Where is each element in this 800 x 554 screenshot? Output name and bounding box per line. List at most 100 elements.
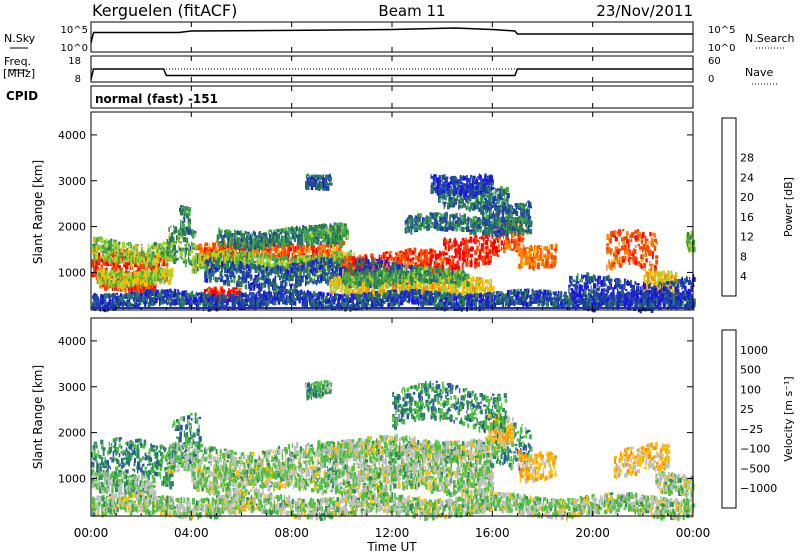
heatmap-cell bbox=[118, 280, 122, 283]
heatmap-cell bbox=[491, 243, 496, 250]
heatmap-cell bbox=[126, 248, 129, 254]
freq-tick-bottom: 8 bbox=[75, 74, 81, 85]
heatmap-cell bbox=[92, 247, 94, 251]
heatmap-cell bbox=[296, 228, 298, 231]
heatmap-cell bbox=[228, 268, 232, 274]
heatmap-cell bbox=[482, 259, 486, 263]
heatmap-cell bbox=[153, 257, 156, 260]
heatmap-cell bbox=[217, 277, 221, 280]
heatmap-cell bbox=[345, 237, 347, 240]
heatmap-cell bbox=[135, 271, 137, 274]
heatmap-cell bbox=[346, 251, 348, 257]
heatmap-cell bbox=[518, 245, 521, 249]
heatmap-cell bbox=[530, 256, 534, 262]
heatmap-cell bbox=[461, 264, 464, 270]
heatmap-cell bbox=[262, 266, 265, 270]
heatmap-cell bbox=[130, 243, 132, 249]
heatmap-cell bbox=[154, 268, 156, 275]
heatmap-cell bbox=[209, 278, 212, 283]
heatmap-cell bbox=[430, 268, 435, 274]
heatmap-cell bbox=[404, 226, 407, 233]
heatmap-cell bbox=[547, 253, 550, 259]
heatmap-cell bbox=[258, 265, 261, 272]
heatmap-cell bbox=[301, 237, 304, 243]
heatmap-cell bbox=[479, 249, 482, 253]
heatmap-cell bbox=[238, 231, 242, 236]
heatmap-cell bbox=[293, 253, 296, 256]
heatmap-cell bbox=[263, 238, 265, 243]
heatmap-cell bbox=[518, 232, 521, 239]
heatmap-cell bbox=[203, 256, 206, 262]
heatmap-cell bbox=[170, 268, 174, 272]
heatmap-cell bbox=[265, 263, 269, 268]
heatmap-cell bbox=[335, 234, 340, 240]
heatmap-cell bbox=[234, 243, 237, 250]
heatmap-cell bbox=[106, 279, 110, 285]
heatmap-cell bbox=[174, 253, 177, 259]
heatmap-cell bbox=[284, 268, 286, 275]
heatmap-cell bbox=[246, 263, 249, 267]
heatmap-cell bbox=[457, 249, 461, 254]
heatmap-cell bbox=[273, 233, 275, 237]
heatmap-cell bbox=[127, 256, 130, 263]
heatmap-cell bbox=[328, 265, 332, 269]
heatmap-cell bbox=[293, 246, 296, 252]
heatmap-cell bbox=[104, 269, 106, 275]
heatmap-cell bbox=[524, 247, 527, 253]
heatmap-cell bbox=[201, 247, 204, 253]
heatmap-cell bbox=[211, 272, 213, 276]
heatmap-cell bbox=[275, 240, 279, 243]
heatmap-cell bbox=[96, 269, 100, 274]
heatmap-cell bbox=[173, 244, 176, 251]
heatmap-cell bbox=[174, 241, 176, 244]
heatmap-cell bbox=[421, 223, 425, 227]
heatmap-cell bbox=[108, 241, 111, 247]
heatmap-cell bbox=[299, 268, 302, 275]
heatmap-cell bbox=[264, 251, 268, 258]
heatmap-cell bbox=[330, 268, 334, 271]
heatmap-cell bbox=[168, 227, 170, 232]
heatmap-cell bbox=[350, 272, 352, 275]
heatmap-cell bbox=[252, 255, 255, 258]
heatmap-cell bbox=[153, 283, 157, 289]
heatmap-cell bbox=[378, 267, 381, 271]
heatmap-cell bbox=[316, 280, 318, 286]
heatmap-cell bbox=[440, 213, 442, 217]
heatmap-cell bbox=[341, 262, 343, 265]
heatmap-cell bbox=[147, 271, 150, 275]
heatmap-cell bbox=[139, 279, 141, 284]
heatmap-cell bbox=[101, 282, 105, 285]
heatmap-cell bbox=[287, 261, 289, 264]
heatmap-cell bbox=[313, 247, 316, 250]
heatmap-cell bbox=[297, 281, 301, 287]
heatmap-cell bbox=[101, 277, 104, 281]
heatmap-cell bbox=[318, 227, 321, 231]
heatmap-cell bbox=[540, 249, 543, 252]
heatmap-cell bbox=[312, 262, 315, 267]
heatmap-cell bbox=[309, 239, 311, 245]
heatmap-cell bbox=[183, 217, 186, 223]
heatmap-cell bbox=[153, 242, 158, 247]
heatmap-cell bbox=[382, 260, 385, 265]
heatmap-cell bbox=[268, 238, 270, 244]
heatmap-cell bbox=[178, 247, 182, 252]
heatmap-cell bbox=[254, 245, 257, 250]
heatmap-cell bbox=[445, 220, 447, 225]
heatmap-cell bbox=[234, 250, 236, 256]
heatmap-cell bbox=[211, 252, 214, 257]
heatmap-cell bbox=[117, 260, 121, 264]
heatmap-cell bbox=[239, 277, 243, 280]
heatmap-cell bbox=[320, 223, 324, 229]
heatmap-cell bbox=[216, 236, 219, 241]
heatmap-cell bbox=[109, 283, 112, 288]
heatmap-cell bbox=[306, 248, 309, 253]
heatmap-cell bbox=[261, 248, 264, 254]
heatmap-cell bbox=[271, 233, 273, 238]
heatmap-cell bbox=[209, 251, 213, 258]
heatmap-cell bbox=[461, 257, 465, 261]
heatmap-cell bbox=[454, 237, 456, 241]
heatmap-cell bbox=[118, 241, 121, 245]
heatmap-cell bbox=[286, 237, 290, 242]
heatmap-cell bbox=[553, 248, 556, 251]
heatmap-cell bbox=[443, 257, 447, 261]
